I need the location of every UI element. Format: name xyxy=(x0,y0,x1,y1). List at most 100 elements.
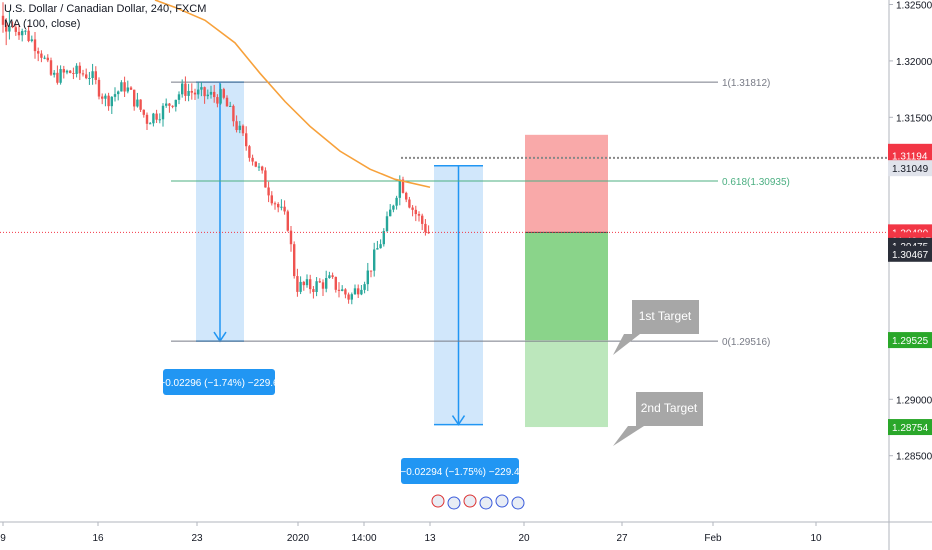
candle-down xyxy=(411,205,414,217)
target-2-zone xyxy=(525,340,608,428)
event-flags[interactable] xyxy=(431,494,525,510)
candle-body xyxy=(283,206,286,212)
projection-boxes xyxy=(196,81,483,426)
price-tick-label: 1.32500 xyxy=(896,1,932,12)
candle-down xyxy=(318,278,321,284)
candle-body xyxy=(85,74,88,79)
usa-flag-icon[interactable] xyxy=(511,496,525,510)
candle-body xyxy=(110,96,113,107)
candle-down xyxy=(46,54,49,63)
candle-down xyxy=(171,105,174,109)
usa-flag-icon[interactable] xyxy=(495,494,509,508)
candle-body xyxy=(219,89,222,104)
candle-body xyxy=(264,170,267,188)
candle-body xyxy=(133,89,136,107)
measure-label-2[interactable]: −0.02294 (−1.75%) −229.4 xyxy=(400,458,520,484)
callout-1st-target[interactable]: 1st Target xyxy=(613,300,699,355)
candle-up xyxy=(350,292,353,305)
candle-down xyxy=(405,191,408,203)
candle-down xyxy=(408,196,411,209)
candle-down xyxy=(347,292,350,304)
candle-down xyxy=(11,21,14,29)
price-axis[interactable]: 1.32500 1.32000 1.31500 1.29000 1.28500 xyxy=(889,1,932,463)
moving-average-line xyxy=(154,0,431,189)
candle-down xyxy=(184,76,187,102)
candle-up xyxy=(200,82,203,97)
candle-body xyxy=(184,83,187,96)
candle-down xyxy=(129,86,133,91)
price-badge-label: 1.31194 xyxy=(892,152,928,163)
candle-down xyxy=(337,282,341,298)
candle-down xyxy=(203,86,206,104)
measure-label-1[interactable]: −0.02296 (−1.74%) −229.6 xyxy=(159,369,279,395)
usa-flag-icon[interactable] xyxy=(479,496,493,510)
candle-body xyxy=(222,89,225,98)
candle-body xyxy=(81,73,85,75)
candle-down xyxy=(145,112,149,131)
candle-body xyxy=(353,288,357,295)
candle-down xyxy=(56,65,59,85)
candle-body xyxy=(107,95,110,107)
candle-body xyxy=(197,89,200,95)
candle-up xyxy=(165,98,168,108)
candle-up xyxy=(206,89,209,100)
price-badge-box xyxy=(888,419,932,436)
candle-body xyxy=(373,249,376,271)
callout-2nd-target[interactable]: 2nd Target xyxy=(613,392,703,446)
candle-body xyxy=(78,65,81,74)
candle-down xyxy=(216,94,219,108)
candle-body xyxy=(21,30,24,36)
candle-down xyxy=(293,241,296,279)
candle-up xyxy=(197,82,200,99)
candle-down xyxy=(427,225,430,234)
candle-down xyxy=(78,62,81,80)
candle-body xyxy=(33,39,37,52)
candle-up xyxy=(353,284,357,295)
candle-body xyxy=(72,72,75,74)
price-badge-label: 1.28754 xyxy=(892,423,929,434)
candle-down xyxy=(81,69,85,77)
candle-body xyxy=(200,87,203,90)
candle-body xyxy=(14,27,17,32)
candle-down xyxy=(222,87,225,100)
candle-body xyxy=(421,215,424,224)
candle-up xyxy=(219,83,222,105)
candle-down xyxy=(251,154,254,166)
chart-legend: U.S. Dollar / Canadian Dollar, 240, FXCM… xyxy=(4,2,206,32)
candle-up xyxy=(379,239,382,249)
candle-body xyxy=(321,282,325,289)
candle-body xyxy=(145,114,149,124)
candle-body xyxy=(427,232,430,234)
price-badge-label: 1.31049 xyxy=(892,164,929,175)
candle-body xyxy=(43,57,46,59)
candle-up xyxy=(376,240,379,250)
price-tick-label: 1.32000 xyxy=(896,57,932,68)
candle-up xyxy=(21,28,24,42)
candle-body xyxy=(171,105,174,107)
candle-up xyxy=(117,90,120,101)
time-tick-label: Feb xyxy=(704,533,722,544)
usa-flag-icon[interactable] xyxy=(447,496,461,510)
canada-flag-icon[interactable] xyxy=(463,494,477,508)
candle-body xyxy=(75,65,78,74)
time-axis[interactable]: 9 16 23 2020 14:00 13 20 27 Feb 10 xyxy=(0,522,822,544)
candle-body xyxy=(245,133,248,147)
candle-down xyxy=(289,225,293,252)
candle-up xyxy=(174,99,177,112)
canada-flag-icon[interactable] xyxy=(431,494,445,508)
candle-up xyxy=(65,69,69,75)
candle-body xyxy=(24,30,27,32)
candle-body xyxy=(254,161,257,167)
candle-up xyxy=(30,35,33,43)
candle-down xyxy=(133,89,136,111)
candle-down xyxy=(213,84,216,103)
candle-body xyxy=(369,270,373,272)
candle-up xyxy=(88,71,91,85)
candle-down xyxy=(40,50,43,63)
candles[interactable] xyxy=(1,2,430,305)
candle-down xyxy=(273,201,277,210)
candle-body xyxy=(129,87,133,90)
candle-body xyxy=(1,15,5,25)
candle-body xyxy=(59,69,62,83)
